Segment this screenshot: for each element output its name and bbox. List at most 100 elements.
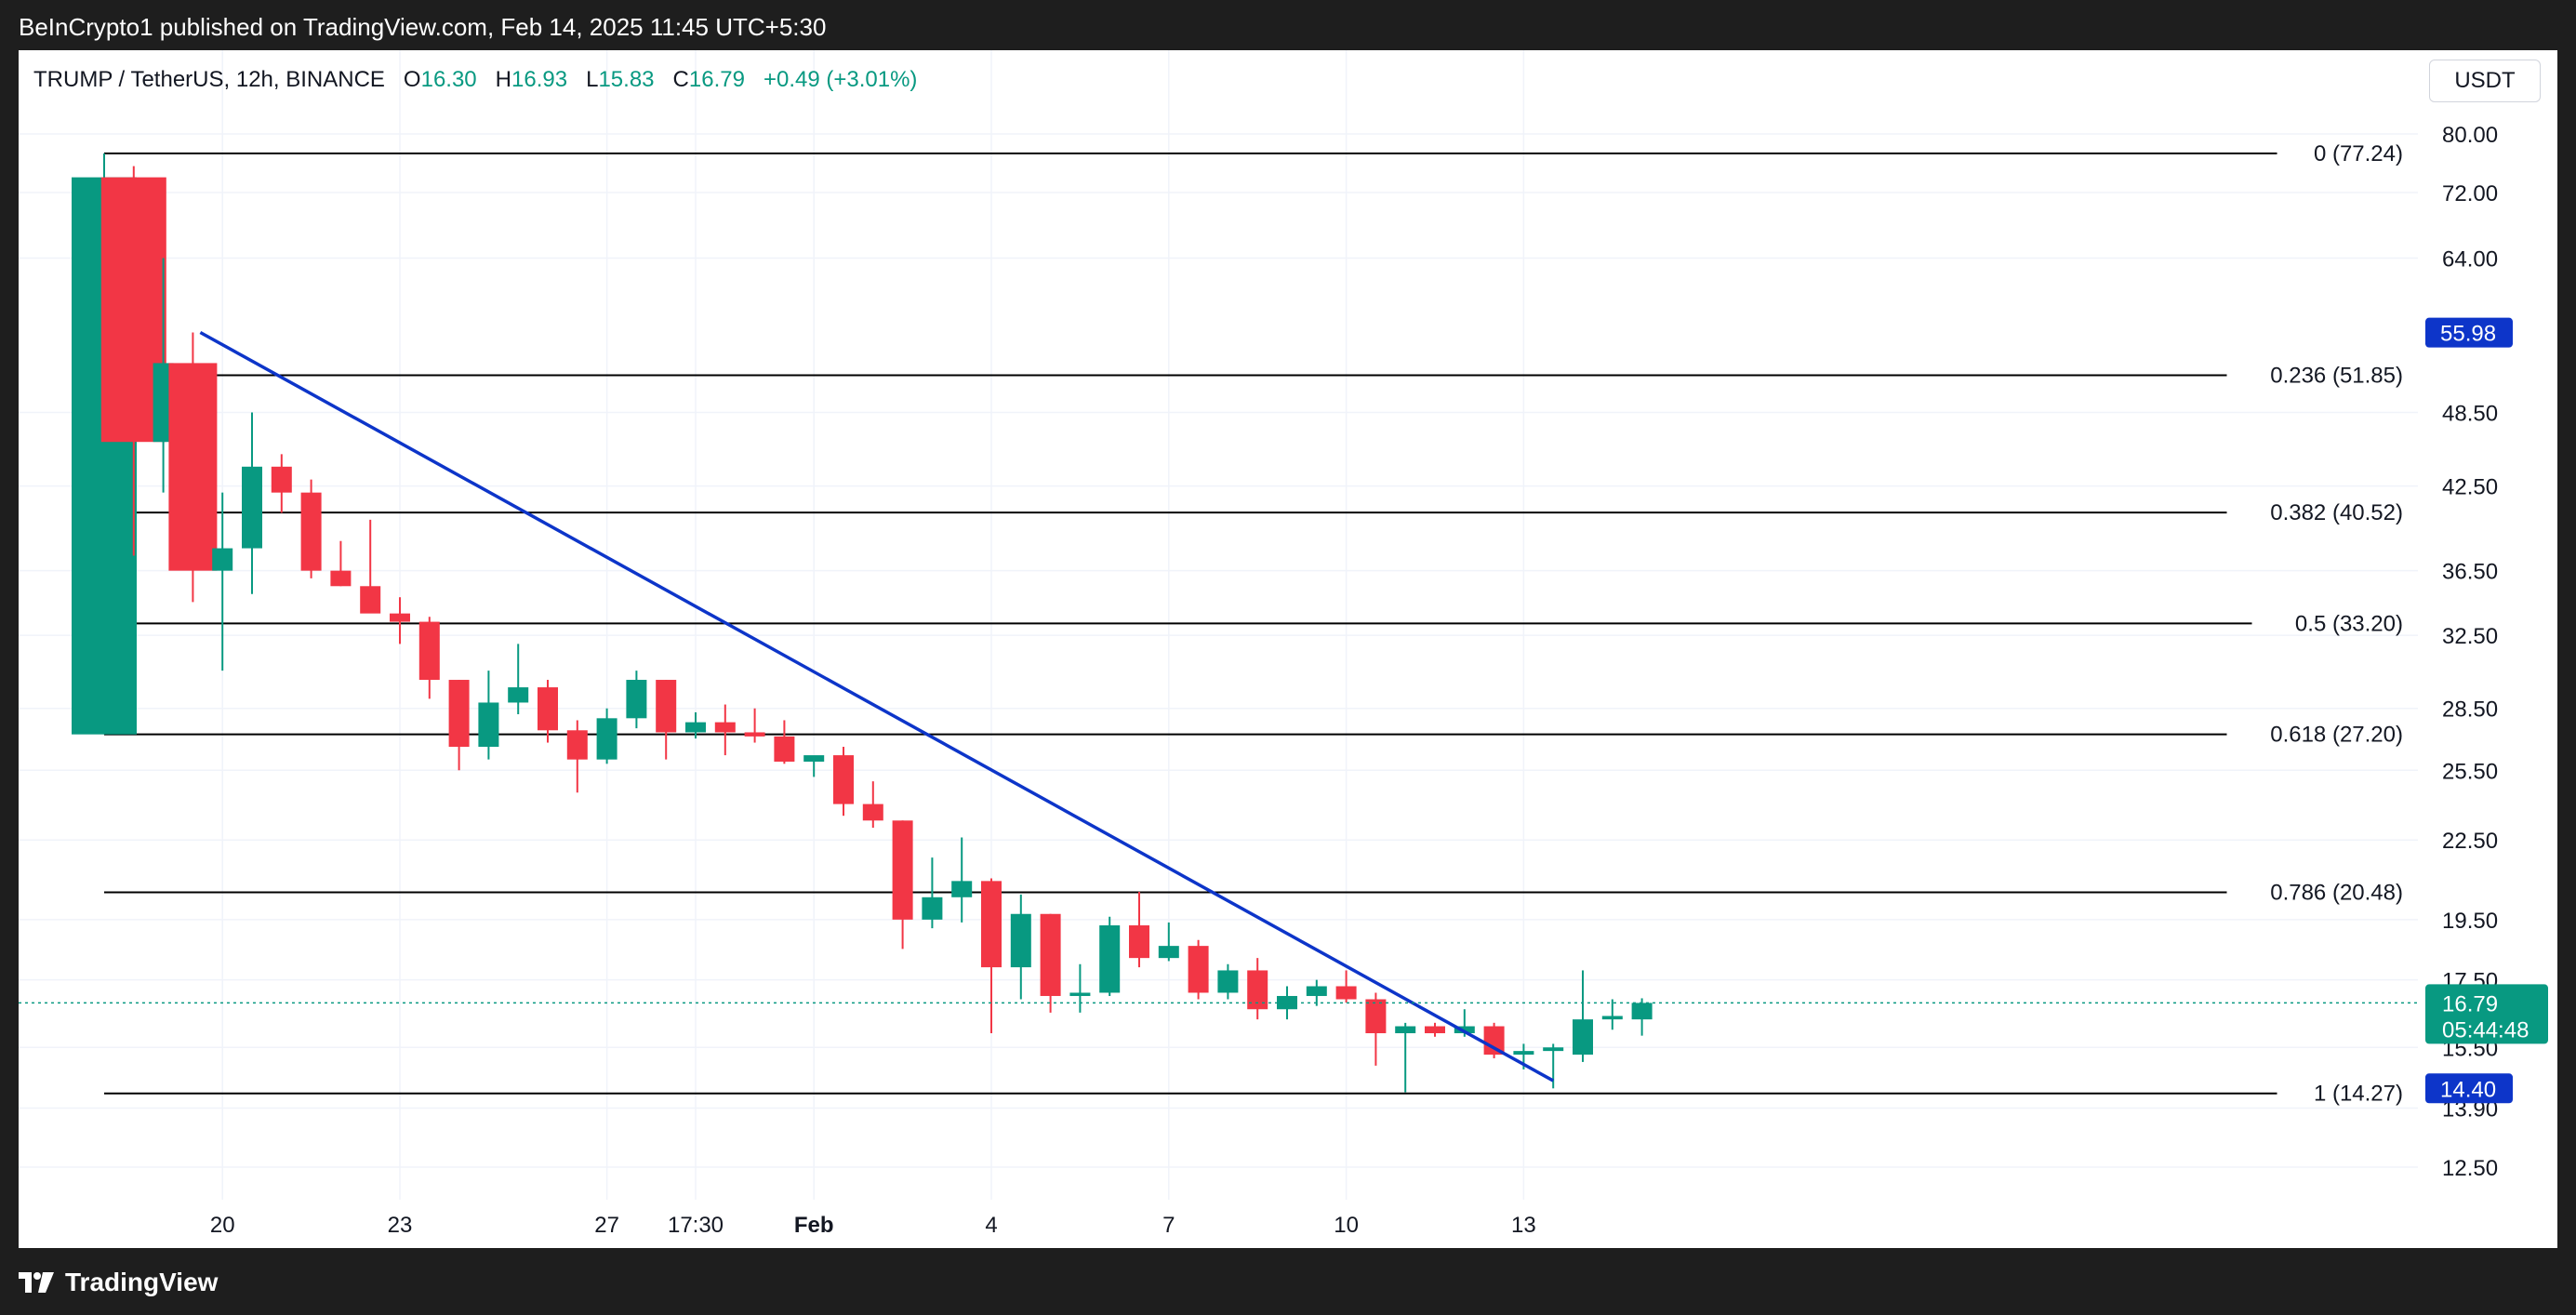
candle-up xyxy=(478,671,499,760)
candle-down xyxy=(1335,970,1357,1003)
candle-down xyxy=(1247,958,1268,1020)
change-value: +0.49 (+3.01%) xyxy=(763,67,918,92)
candle-up xyxy=(1601,999,1623,1030)
price-tag-bg xyxy=(2425,317,2513,348)
candle-body xyxy=(656,680,677,733)
candle-down xyxy=(1365,992,1387,1066)
candle-body xyxy=(1040,913,1061,996)
high-value: 16.93 xyxy=(511,67,568,92)
tradingview-logo[interactable]: TradingView xyxy=(19,1268,218,1297)
candle-body xyxy=(596,718,617,760)
candle-up xyxy=(508,644,529,715)
currency-button[interactable]: USDT xyxy=(2429,60,2541,102)
candle-down xyxy=(1188,939,1209,1000)
candle-up xyxy=(596,708,617,764)
candle-up xyxy=(1099,916,1121,996)
x-tick-label: 4 xyxy=(985,1213,997,1238)
candle-down xyxy=(892,820,913,950)
price-tag-value: 55.98 xyxy=(2440,322,2496,347)
candle-body xyxy=(951,881,973,897)
y-tick-label: 32.50 xyxy=(2442,624,2498,649)
price-tag-bg xyxy=(2425,984,2548,1044)
trendline-layer xyxy=(19,330,2418,1083)
candle-body xyxy=(1601,1016,1623,1020)
top-bar: BeInCrypto1 published on TradingView.com… xyxy=(0,0,2576,50)
candle-up xyxy=(951,837,973,923)
price-tag-value: 16.79 xyxy=(2442,991,2498,1016)
high-label: H xyxy=(495,67,512,92)
candle-body xyxy=(242,466,262,549)
candle-body xyxy=(862,804,883,821)
y-tick-label: 28.50 xyxy=(2442,697,2498,723)
y-tick-label: 19.50 xyxy=(2442,909,2498,934)
candle-body xyxy=(390,613,410,622)
symbol-legend: TRUMP / TetherUS, 12h, BINANCE O16.30 H1… xyxy=(33,67,917,93)
fibonacci-levels: 0 (77.24) 0.236 (51.85) 0.382 (40.52) 0.5 (… xyxy=(104,141,2403,1107)
open-value: 16.30 xyxy=(420,67,477,92)
y-tick-label: 36.50 xyxy=(2442,560,2498,585)
y-tick-label: 25.50 xyxy=(2442,759,2498,784)
fib-level-label: 0.618 (27.20) xyxy=(2270,723,2403,748)
candles xyxy=(72,153,1653,1093)
candle-down xyxy=(981,878,1002,1034)
candle-body xyxy=(626,680,647,719)
price-tag-bg xyxy=(2425,1073,2513,1104)
chart-panel[interactable] xyxy=(19,50,2557,1248)
candle-down xyxy=(271,454,292,513)
candle-body xyxy=(922,897,943,920)
published-by-text: BeInCrypto1 published on TradingView.com… xyxy=(19,13,827,41)
y-tick-label: 72.00 xyxy=(2442,181,2498,206)
symbol-name[interactable]: TRUMP / TetherUS, 12h, BINANCE xyxy=(33,67,385,92)
candle-up xyxy=(1395,1022,1416,1093)
candle-body xyxy=(1395,1026,1416,1034)
candle-body xyxy=(300,492,322,571)
x-tick-label: 20 xyxy=(210,1213,235,1238)
candle-body xyxy=(1099,925,1121,993)
close-value: 16.79 xyxy=(688,67,745,92)
open-label: O xyxy=(403,67,421,92)
candle-body xyxy=(271,466,292,493)
candle-down xyxy=(418,617,440,699)
candle-body xyxy=(1129,925,1149,959)
candle-body xyxy=(1217,970,1239,993)
candle-down xyxy=(538,680,558,743)
candle-down xyxy=(566,720,588,793)
candle-down xyxy=(744,708,765,743)
candle-down xyxy=(300,479,322,578)
candle-body xyxy=(685,722,706,733)
candle-body xyxy=(538,687,558,731)
tradingview-brand: TradingView xyxy=(65,1268,219,1296)
x-tick-label: Feb xyxy=(794,1213,834,1238)
candle-body xyxy=(981,881,1002,968)
candle-up xyxy=(1217,963,1239,1000)
candle-body xyxy=(1335,986,1357,1000)
close-label: C xyxy=(672,67,689,92)
candle-down xyxy=(1483,1022,1505,1058)
candle-body xyxy=(1069,992,1091,996)
candle-body xyxy=(566,730,588,760)
candle-down xyxy=(833,747,854,817)
y-tick-label: 48.50 xyxy=(2442,402,2498,427)
candle-up xyxy=(685,711,706,739)
candle-body xyxy=(478,702,499,748)
tradingview-logo-icon xyxy=(19,1272,54,1293)
candle-down xyxy=(1129,891,1149,968)
candle-down xyxy=(1425,1022,1445,1037)
candle-down xyxy=(714,704,736,756)
candle-up xyxy=(1069,963,1091,1013)
candle-body xyxy=(168,363,218,571)
x-tick-label: 17:30 xyxy=(668,1213,724,1238)
candle-body xyxy=(1158,946,1179,959)
time-axis: 20 23 27 17:30 Feb 4 7 10 13 xyxy=(210,1213,1536,1238)
candle-down xyxy=(390,597,410,644)
fib-level-label: 0.236 (51.85) xyxy=(2270,364,2403,389)
candle-body xyxy=(1425,1026,1445,1034)
candle-body xyxy=(1513,1051,1534,1056)
candle-body xyxy=(1454,1026,1475,1034)
candle-body xyxy=(1573,1019,1593,1056)
price-tag: 14.40 xyxy=(2425,1073,2513,1104)
candle-up xyxy=(153,258,174,493)
candle-body xyxy=(774,736,795,762)
